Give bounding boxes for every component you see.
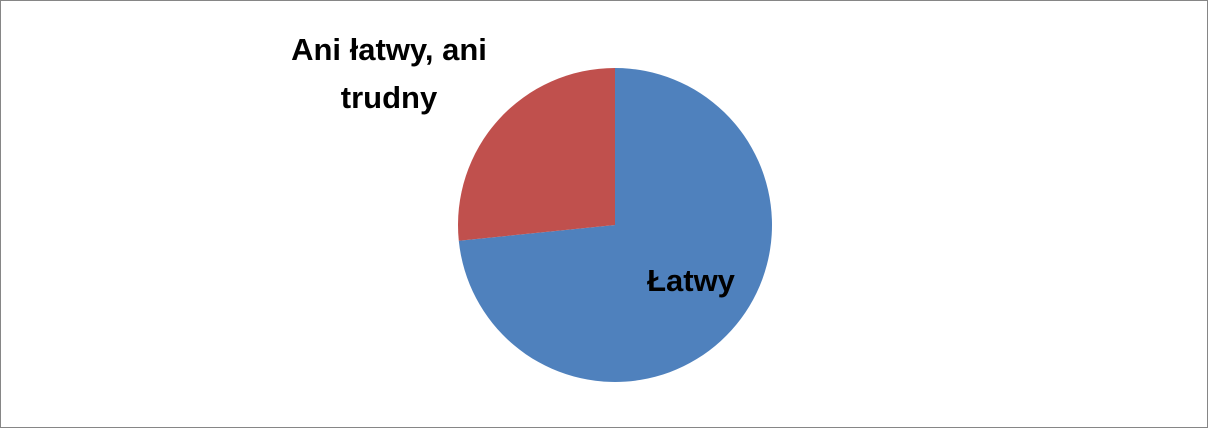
- slice-label-neutral-line1: Ani łatwy, ani: [291, 32, 487, 67]
- slice-label-latwy: Łatwy: [647, 263, 736, 298]
- pie-slices: [458, 68, 773, 383]
- pie-slice-1: [458, 68, 615, 241]
- pie-slice-0: [458, 68, 773, 383]
- slice-label-neutral-line2: trudny: [341, 80, 438, 115]
